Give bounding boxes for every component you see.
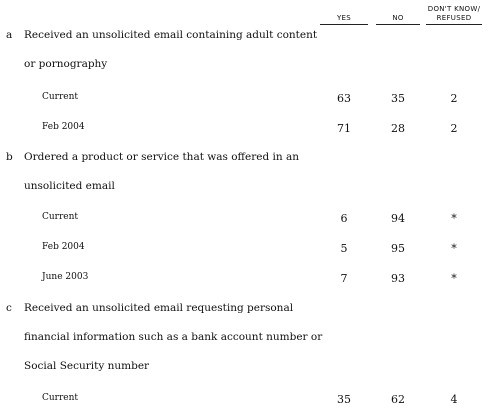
cell-yes: 6 <box>340 212 348 225</box>
row-label: Feb 2004 <box>42 242 85 252</box>
cell-dont-know: 2 <box>450 92 458 105</box>
question-b-text-line-2: unsolicited email <box>24 180 115 192</box>
cell-no: 94 <box>391 212 405 225</box>
question-c-text-line-1: Received an unsolicited email requesting… <box>24 302 294 314</box>
cell-yes: 71 <box>337 122 351 135</box>
cell-no: 35 <box>391 92 405 105</box>
question-c-text-line-2: financial information such as a bank acc… <box>24 331 323 343</box>
row-label: Current <box>42 212 79 222</box>
cell-dont-know: * <box>451 212 457 225</box>
column-header-dont-know: DON'T KNOW/REFUSED <box>426 5 482 25</box>
cell-yes: 63 <box>337 92 351 105</box>
question-letter-c: c <box>6 302 12 314</box>
cell-no: 95 <box>391 242 405 255</box>
question-a-text-line-2: or pornography <box>24 58 108 70</box>
question-a-text-line-1: Received an unsolicited email containing… <box>24 29 318 41</box>
cell-dont-know: * <box>451 272 457 285</box>
cell-dont-know: * <box>451 242 457 255</box>
row-label: Feb 2004 <box>42 122 85 132</box>
cell-no: 62 <box>391 393 405 406</box>
question-b-text-line-1: Ordered a product or service that was of… <box>24 151 299 163</box>
column-header-yes: YES <box>320 14 368 25</box>
cell-dont-know: 2 <box>450 122 458 135</box>
row-label: Current <box>42 92 79 102</box>
cell-no: 28 <box>391 122 405 135</box>
question-c-text-line-3: Social Security number <box>24 360 150 372</box>
question-letter-a: a <box>6 29 13 41</box>
cell-no: 93 <box>391 272 405 285</box>
row-label: Current <box>42 393 79 403</box>
cell-yes: 5 <box>340 242 348 255</box>
cell-dont-know: 4 <box>450 393 458 406</box>
cell-yes: 35 <box>337 393 351 406</box>
row-label: June 2003 <box>42 272 89 282</box>
cell-yes: 7 <box>340 272 348 285</box>
column-header-no: NO <box>376 14 420 25</box>
question-letter-b: b <box>6 151 13 163</box>
